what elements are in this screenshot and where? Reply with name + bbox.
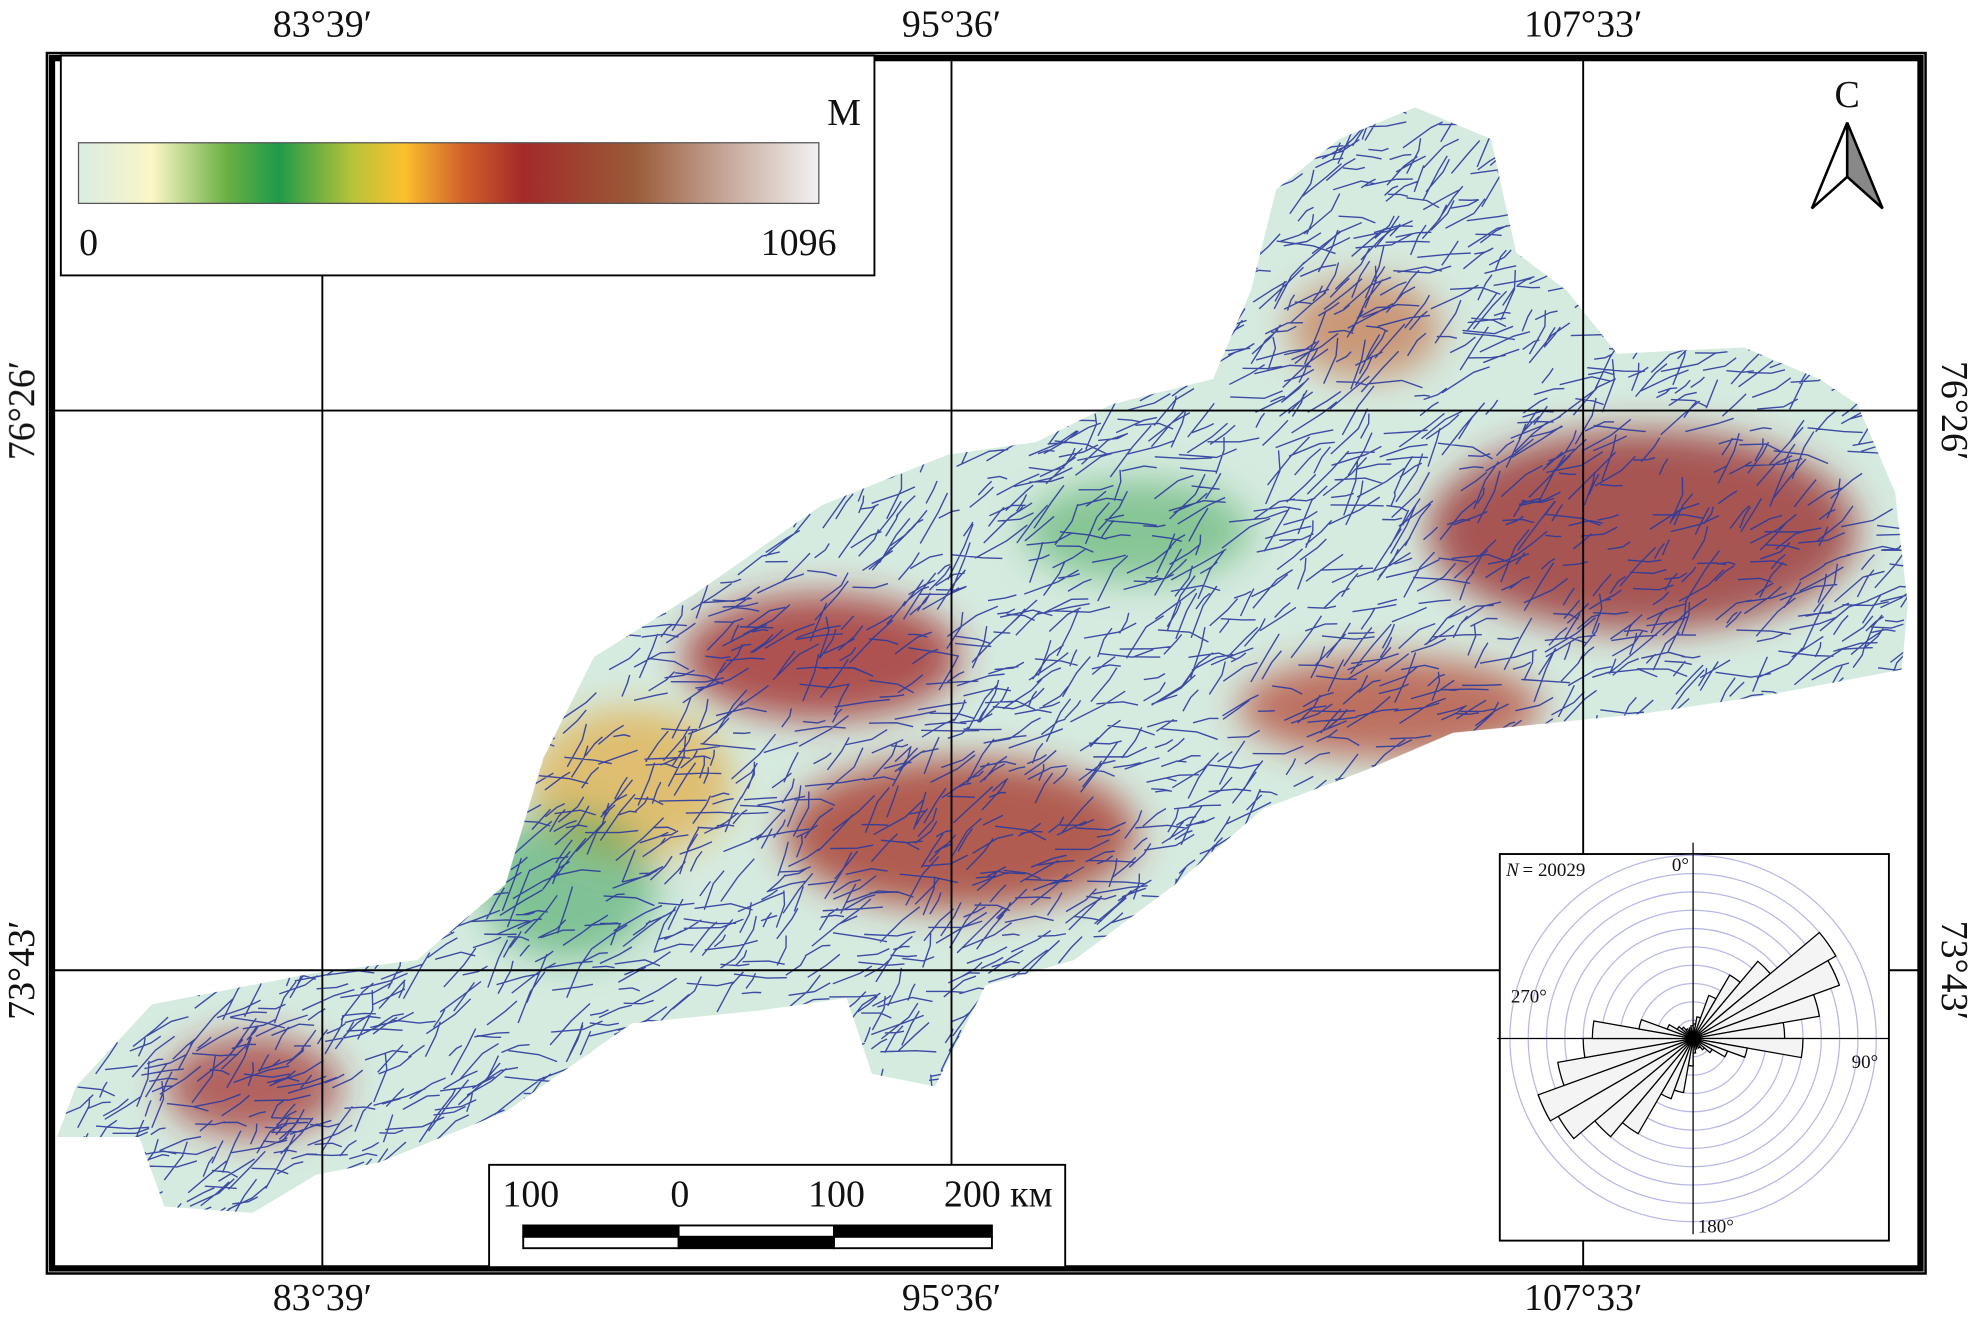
relief [783, 758, 1138, 910]
rose-dir: 90° [1852, 1052, 1879, 1073]
coord-label: 107°33′ [1524, 1277, 1642, 1319]
rose-petal [1690, 1025, 1694, 1039]
scale-bar [522, 1224, 993, 1250]
scale-seg [833, 1235, 993, 1250]
rose-petal [1692, 993, 1821, 1040]
scale-label: 100 [502, 1173, 559, 1215]
rose-petal [1537, 1037, 1694, 1122]
rose-n-value: = 20029 [1523, 860, 1586, 881]
scale-label: 100 [808, 1173, 865, 1215]
coord-label: 83°39′ [273, 1277, 372, 1319]
legend-min: 0 [79, 222, 98, 264]
scale-seg [677, 1235, 835, 1250]
scale-label: 0 [670, 1173, 689, 1215]
scale-seg [833, 1224, 993, 1238]
rose-dir: 270° [1511, 986, 1547, 1007]
elevation-blobs [164, 277, 1858, 1138]
coord-label: 76°26′ [1, 361, 43, 460]
rose-diagram [1497, 842, 1889, 1235]
rose-n-symbol: N [1505, 860, 1520, 881]
scale-label: 200 км [944, 1173, 1053, 1215]
coord-label: 107°33′ [1524, 3, 1642, 45]
rose-petal [1557, 1037, 1694, 1087]
legend-unit: М [827, 92, 861, 134]
scale-seg [522, 1224, 680, 1238]
coord-label: 73°43′ [1933, 921, 1975, 1020]
frame [45, 51, 1927, 1275]
coord-label: 95°36′ [902, 3, 1001, 45]
coord-label: 76°26′ [1933, 361, 1975, 460]
scale-seg [522, 1235, 680, 1250]
rose-petal [1582, 1037, 1694, 1059]
north-arrow-left [1810, 122, 1849, 210]
coord-label: 73°43′ [1, 921, 43, 1020]
relief [164, 1035, 342, 1138]
legend-max: 1096 [761, 222, 837, 264]
relief [1427, 429, 1858, 632]
rose-dir: 180° [1698, 1216, 1734, 1237]
rose-petal [1692, 959, 1841, 1040]
scale-box [488, 1163, 1067, 1269]
coord-label: 95°36′ [902, 1277, 1001, 1319]
north-arrow-right [1845, 122, 1884, 210]
rose-petal [1692, 931, 1837, 1040]
frame-inner [48, 54, 1924, 1272]
scale-seg [677, 1224, 835, 1238]
color-ramp [77, 142, 820, 205]
coord-label: 83°39′ [273, 3, 372, 45]
rose-dir: 0° [1672, 855, 1689, 876]
relief [1288, 277, 1441, 380]
north-label: С [1835, 74, 1860, 116]
